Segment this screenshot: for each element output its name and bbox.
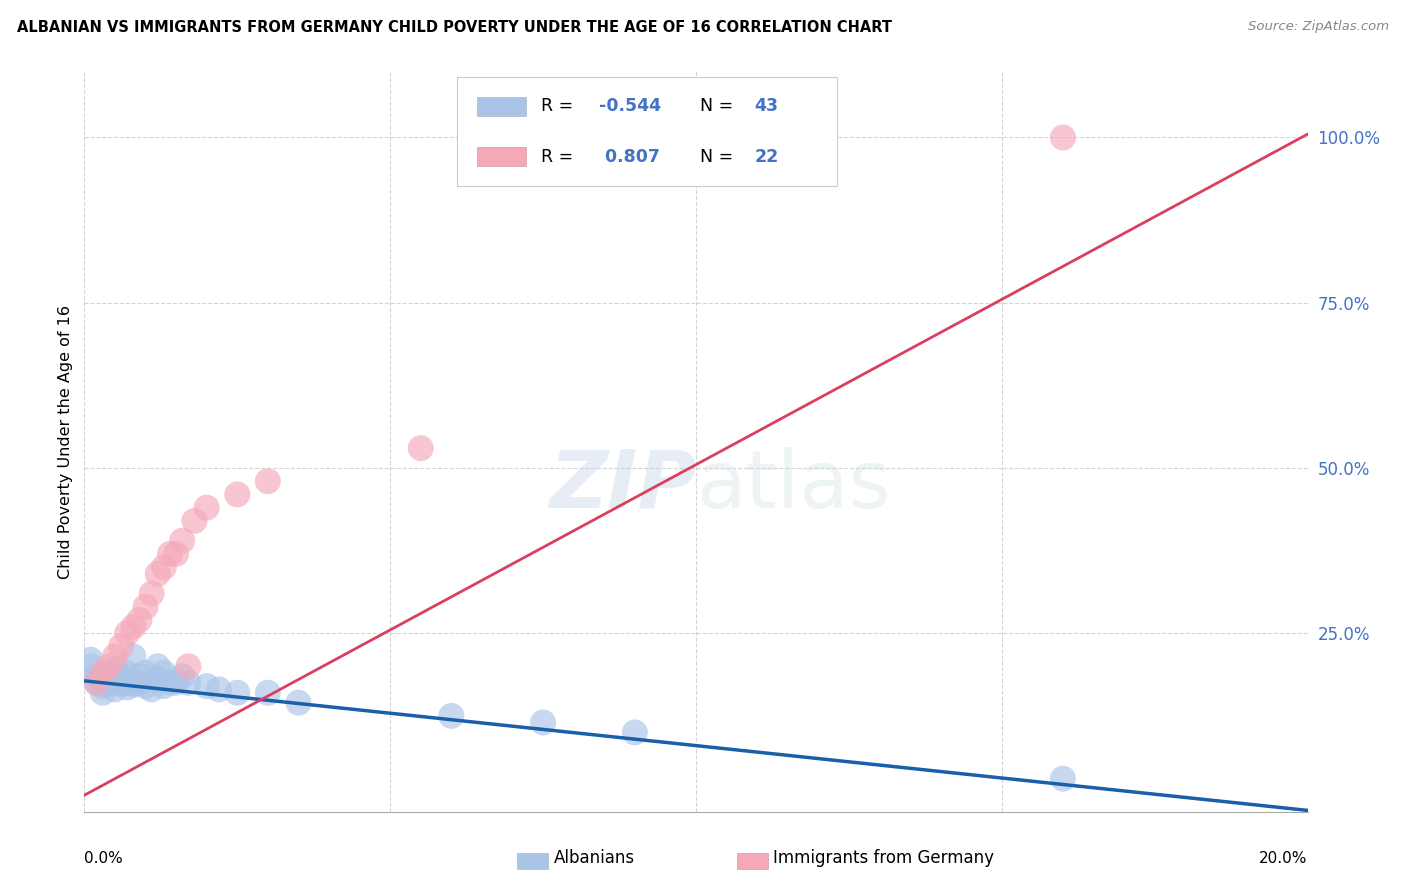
Point — [257, 686, 280, 700]
Text: Immigrants from Germany: Immigrants from Germany — [773, 849, 994, 867]
Point — [135, 599, 157, 614]
Point — [135, 679, 157, 693]
Point — [226, 686, 249, 700]
Text: R =: R = — [541, 97, 572, 115]
Text: R =: R = — [541, 147, 572, 166]
Point — [91, 665, 114, 680]
Point — [1052, 772, 1074, 786]
Text: 22: 22 — [755, 147, 779, 166]
Point — [128, 613, 150, 627]
Text: 0.0%: 0.0% — [84, 851, 124, 866]
Text: -0.544: -0.544 — [599, 97, 661, 115]
Point — [104, 663, 127, 677]
Point — [91, 673, 114, 687]
Point — [195, 500, 218, 515]
Point — [177, 659, 200, 673]
Text: ZIP: ZIP — [548, 447, 696, 525]
Point — [141, 682, 163, 697]
FancyBboxPatch shape — [477, 147, 526, 166]
Point — [110, 673, 132, 687]
Point — [135, 665, 157, 680]
Point — [115, 675, 138, 690]
Point — [183, 514, 205, 528]
Text: N =: N = — [700, 97, 733, 115]
Point — [153, 560, 176, 574]
FancyBboxPatch shape — [477, 96, 526, 116]
Point — [159, 547, 181, 561]
Point — [86, 669, 108, 683]
Text: 43: 43 — [755, 97, 779, 115]
Point — [165, 547, 187, 561]
Point — [128, 675, 150, 690]
Y-axis label: Child Poverty Under the Age of 16: Child Poverty Under the Age of 16 — [58, 304, 73, 579]
Point — [128, 669, 150, 683]
Point — [531, 715, 554, 730]
Text: atlas: atlas — [696, 447, 890, 525]
Point — [257, 474, 280, 488]
Point — [104, 675, 127, 690]
Text: N =: N = — [700, 147, 733, 166]
Point — [115, 681, 138, 695]
Point — [440, 709, 463, 723]
Point — [141, 586, 163, 600]
Point — [115, 665, 138, 680]
Point — [146, 673, 169, 687]
Point — [208, 682, 231, 697]
Point — [97, 659, 120, 673]
Text: 0.807: 0.807 — [599, 147, 661, 166]
Point — [97, 675, 120, 690]
Point — [409, 441, 432, 455]
Point — [79, 653, 101, 667]
Text: Source: ZipAtlas.com: Source: ZipAtlas.com — [1249, 20, 1389, 33]
Point — [172, 533, 194, 548]
Point — [115, 626, 138, 640]
Point — [122, 620, 145, 634]
Point — [172, 669, 194, 683]
Point — [159, 675, 181, 690]
Point — [122, 678, 145, 692]
Point — [153, 679, 176, 693]
Point — [153, 665, 176, 680]
Point — [110, 669, 132, 683]
Point — [110, 675, 132, 690]
Point — [146, 566, 169, 581]
Point — [177, 675, 200, 690]
Point — [91, 686, 114, 700]
Text: ALBANIAN VS IMMIGRANTS FROM GERMANY CHILD POVERTY UNDER THE AGE OF 16 CORRELATIO: ALBANIAN VS IMMIGRANTS FROM GERMANY CHIL… — [17, 20, 891, 35]
Point — [195, 679, 218, 693]
Point — [287, 696, 309, 710]
Point — [226, 487, 249, 501]
Point — [97, 673, 120, 687]
FancyBboxPatch shape — [457, 77, 837, 186]
Point — [104, 682, 127, 697]
Point — [122, 649, 145, 664]
Point — [86, 675, 108, 690]
Point — [110, 640, 132, 654]
Point — [122, 675, 145, 690]
Point — [165, 675, 187, 690]
Point — [91, 679, 114, 693]
Point — [79, 659, 101, 673]
Point — [86, 675, 108, 690]
Text: Albanians: Albanians — [554, 849, 636, 867]
Text: 20.0%: 20.0% — [1260, 851, 1308, 866]
Point — [146, 659, 169, 673]
Point — [1052, 130, 1074, 145]
Point — [104, 649, 127, 664]
Point — [624, 725, 647, 739]
